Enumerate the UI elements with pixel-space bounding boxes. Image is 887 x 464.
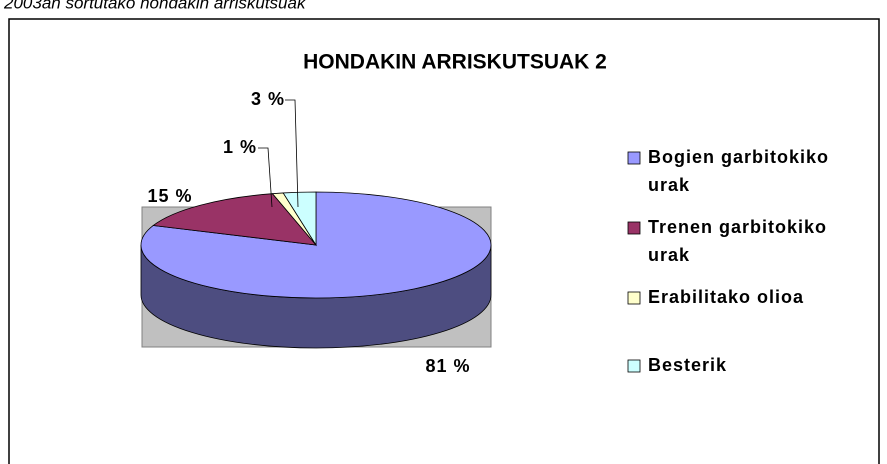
- legend-line: Bogien garbitokiko: [648, 147, 829, 167]
- pie-slice: [152, 193, 317, 246]
- legend-swatch: [627, 221, 641, 235]
- legend-swatch: [627, 359, 641, 373]
- data-label: 15 %: [147, 186, 192, 206]
- pie: [140, 191, 492, 349]
- legend-swatch: [627, 291, 641, 305]
- legend-label: Erabilitako olioa: [648, 287, 804, 307]
- caption: 2003an sortutako hondakin arriskutsuak: [3, 0, 307, 12]
- legend-line: urak: [648, 175, 690, 195]
- pie-slice: [282, 191, 317, 247]
- data-label: 3 %: [251, 89, 285, 109]
- leader-line: [258, 147, 273, 208]
- legend-line: urak: [648, 245, 690, 265]
- chart-title: HONDAKIN ARRISKUTSUAK 2: [303, 51, 607, 74]
- data-label: 81 %: [425, 356, 470, 376]
- data-label: 1 %: [223, 137, 257, 157]
- leader-line: [285, 99, 299, 208]
- legend-label: Bogien garbitokiko urak: [648, 147, 829, 195]
- legend-swatch: [627, 151, 641, 165]
- legend-label: Trenen garbitokiko urak: [648, 217, 827, 265]
- legend-label: Besterik: [648, 355, 727, 375]
- legend-line: Trenen garbitokiko: [648, 217, 827, 237]
